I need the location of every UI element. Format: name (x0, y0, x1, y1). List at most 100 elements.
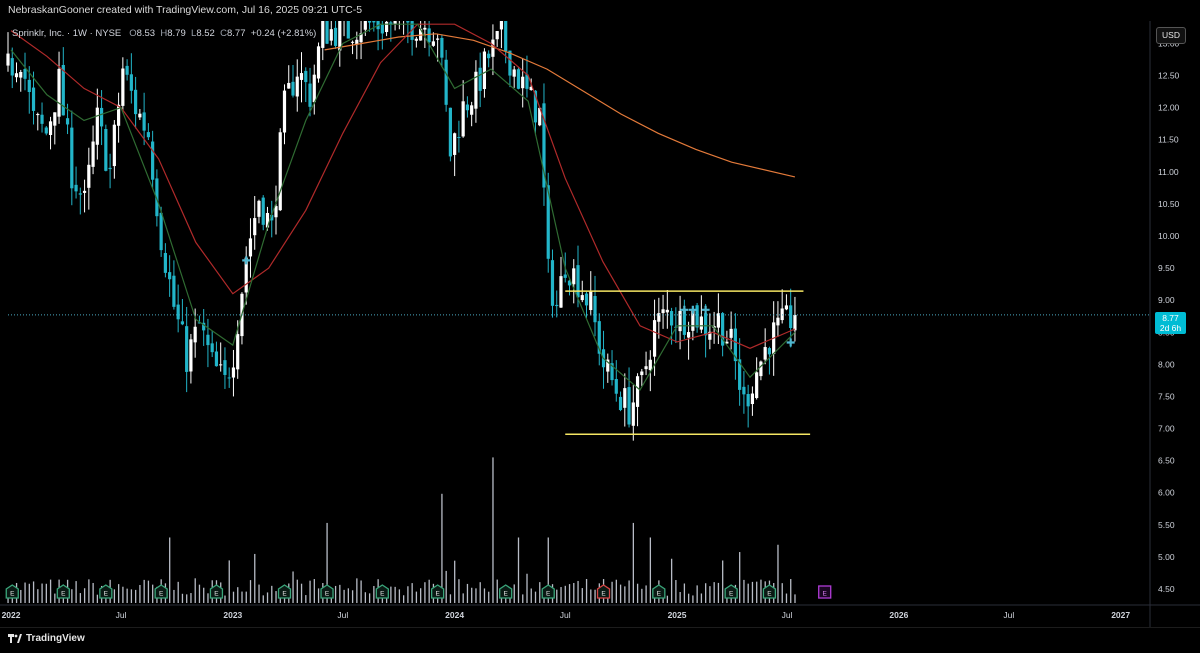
volume-bar (7, 595, 9, 603)
symbol-name[interactable]: Sprinklr, Inc. · 1W · NYSE (12, 28, 122, 39)
volume-bar (547, 537, 549, 603)
volume-bar (509, 594, 511, 603)
earnings-icon[interactable]: E (724, 584, 738, 599)
candle-body (635, 376, 640, 407)
volume-bar (317, 588, 320, 603)
candle-body (627, 387, 631, 425)
price-tick-label: 11.00 (1158, 167, 1179, 177)
candle-body (725, 341, 729, 344)
candle-body (57, 68, 61, 117)
volume-bar (356, 578, 358, 603)
candle-body (512, 69, 516, 77)
candle-body (738, 359, 742, 390)
candle-body (180, 321, 185, 325)
candle-body (104, 129, 108, 171)
earnings-label: E (504, 591, 509, 598)
volume-bar (232, 591, 235, 603)
candle-body (508, 50, 512, 76)
price-tick-label: 12.00 (1158, 103, 1180, 113)
candle-body (491, 39, 495, 57)
volume-bar (96, 594, 99, 603)
low-value: 8.52 (196, 28, 215, 39)
earnings-icon[interactable]: E (818, 585, 832, 599)
earnings-label: E (282, 591, 287, 598)
volume-bar (364, 592, 367, 603)
volume-bar (585, 578, 588, 603)
earnings-icon[interactable]: E (277, 584, 292, 599)
candle-body (669, 311, 674, 326)
volume-bar (568, 584, 571, 603)
earnings-icon[interactable]: E (320, 584, 334, 599)
candle-body (610, 363, 614, 381)
candle-body (750, 393, 755, 405)
earnings-icon[interactable]: E (541, 584, 555, 599)
volume-bar (739, 552, 741, 603)
candle-body (499, 21, 504, 30)
candle-body (767, 348, 772, 355)
earnings-label: E (380, 591, 385, 598)
candle-body (461, 101, 465, 137)
price-tick-label: 6.00 (1158, 488, 1175, 498)
volume-bar (454, 560, 456, 603)
candle-body (533, 90, 538, 123)
volume-bar (692, 595, 694, 603)
candle-body (19, 72, 23, 78)
symbol-legend[interactable]: Sprinklr, Inc. · 1W · NYSE O8.53 H8.79 L… (12, 28, 316, 39)
earnings-icon[interactable]: E (762, 584, 777, 599)
volume-bar (20, 589, 22, 603)
earnings-icon[interactable]: E (430, 584, 445, 599)
candle-body (755, 372, 759, 399)
candle-body (742, 386, 746, 395)
volume-bar (743, 579, 745, 603)
candle-body (384, 21, 389, 33)
volume-bar (696, 585, 698, 603)
volume-bar (186, 594, 188, 603)
candle-body (202, 322, 206, 331)
candle-body (640, 371, 644, 376)
candle-body (589, 291, 593, 311)
earnings-icon[interactable]: E (652, 584, 666, 599)
candle-body (23, 69, 27, 79)
price-chart[interactable]: 13.0012.5012.0011.5011.0010.5010.009.509… (0, 21, 1200, 627)
volume-bar (71, 589, 73, 603)
candle-body (504, 21, 508, 52)
earnings-icon[interactable]: E (5, 584, 19, 599)
candle-body (346, 21, 350, 39)
earnings-icon[interactable]: E (596, 584, 611, 599)
volume-bar (624, 586, 626, 603)
volume-bar (49, 579, 52, 603)
candle-body (206, 334, 210, 346)
volume-bar (407, 586, 409, 603)
candle-body (6, 53, 10, 66)
earnings-icon[interactable]: E (99, 584, 113, 599)
volume-bar (628, 580, 630, 603)
volume-bar (283, 594, 286, 603)
time-tick-label: 2027 (1111, 610, 1130, 620)
earnings-icon[interactable]: E (209, 584, 224, 599)
candle-body (567, 280, 572, 286)
candle-body (282, 90, 287, 133)
volume-bar (777, 544, 779, 603)
candle-body (759, 361, 763, 377)
candle-body (163, 252, 167, 273)
candle-body (321, 21, 325, 48)
price-tick-label: 6.50 (1158, 456, 1175, 466)
tradingview-logo[interactable]: TradingView (8, 633, 85, 644)
candle-body (329, 29, 333, 41)
open-value: 8.53 (136, 28, 156, 39)
candle-body (704, 313, 708, 336)
earnings-icon[interactable]: E (56, 584, 70, 599)
currency-button[interactable]: USD (1156, 27, 1186, 44)
candle-body (274, 206, 278, 218)
earnings-icon[interactable]: E (499, 584, 513, 599)
candle-body (231, 367, 236, 378)
candle-body (189, 339, 193, 372)
candle-body (721, 313, 725, 346)
chart-frame[interactable]: 13.0012.5012.0011.5011.0010.5010.009.509… (0, 21, 1200, 627)
candle-body (457, 137, 461, 139)
earnings-icon[interactable]: E (375, 584, 389, 599)
volume-bar (326, 522, 328, 603)
candle-body (572, 268, 576, 285)
volume-bar (249, 580, 252, 603)
earnings-icon[interactable]: E (154, 584, 168, 599)
